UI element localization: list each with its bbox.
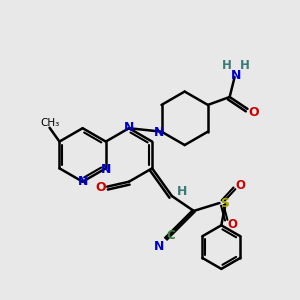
Text: N: N (154, 240, 164, 253)
Text: S: S (220, 196, 229, 209)
Text: N: N (230, 69, 241, 82)
Text: O: O (248, 106, 259, 119)
Text: N: N (100, 163, 111, 176)
Text: H: H (222, 59, 232, 72)
Text: N: N (124, 121, 134, 134)
Text: N: N (77, 175, 88, 188)
Text: H: H (240, 59, 249, 72)
Text: O: O (227, 218, 237, 231)
Text: CH₃: CH₃ (40, 118, 59, 128)
Text: C: C (167, 229, 175, 242)
Text: O: O (235, 179, 245, 192)
Text: H: H (177, 184, 187, 198)
Text: O: O (95, 181, 106, 194)
Text: N: N (154, 126, 165, 139)
